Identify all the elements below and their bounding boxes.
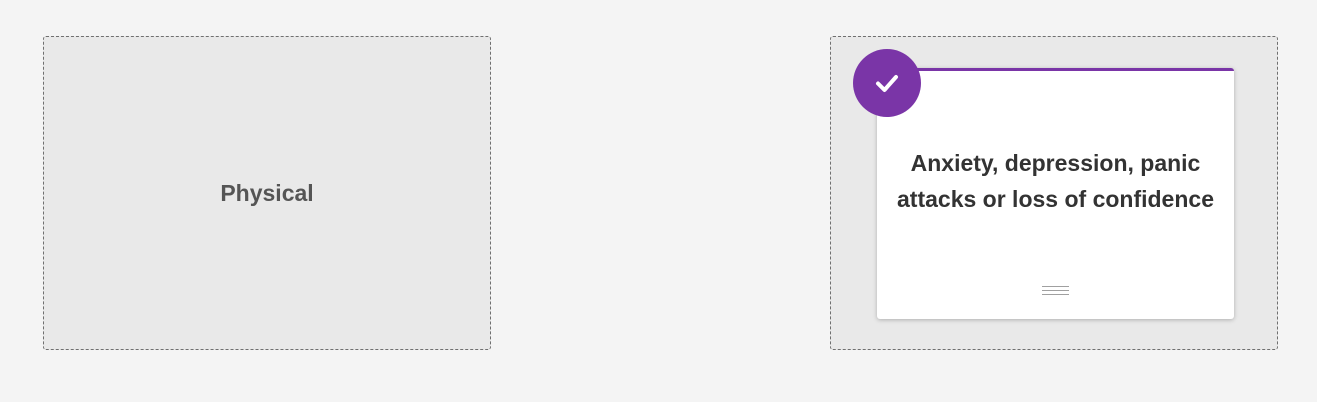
drop-zone-label: Physical (220, 179, 314, 206)
drop-zone-target[interactable]: Anxiety, depression, panic attacks or lo… (830, 36, 1278, 350)
drop-zone-physical[interactable]: Physical (43, 36, 491, 350)
card-text: Anxiety, depression, panic attacks or lo… (897, 150, 1214, 212)
draggable-card[interactable]: Anxiety, depression, panic attacks or lo… (877, 68, 1234, 319)
drag-handle-icon[interactable] (1042, 286, 1069, 296)
checkmark-icon (853, 49, 921, 117)
